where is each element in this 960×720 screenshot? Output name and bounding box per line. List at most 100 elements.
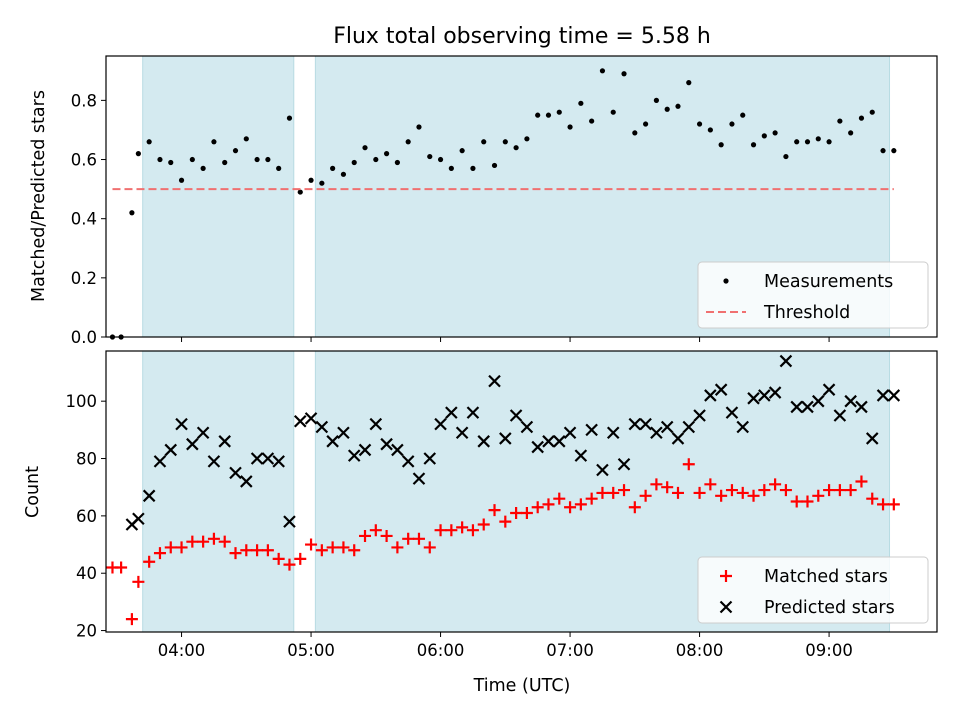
y-tick-label: 0.6 [71, 151, 97, 170]
measurement-point [373, 156, 379, 163]
legend-top: Measurements Threshold [697, 261, 929, 329]
predicted-star-point [639, 417, 652, 431]
legend-label: Threshold [763, 303, 850, 323]
predicted-star-point [218, 435, 231, 448]
matched-star-point [747, 489, 760, 502]
measurement-point [416, 124, 422, 130]
predicted-star-point [477, 435, 491, 448]
predicted-star-point [844, 394, 857, 408]
predicted-star-point [445, 406, 458, 419]
measurement-point [696, 121, 703, 127]
predicted-star-point [304, 412, 318, 425]
matched-star-point [564, 501, 577, 514]
measurement-point [330, 165, 336, 171]
predicted-star-point [186, 437, 199, 451]
predicted-star-point [617, 457, 631, 471]
predicted-star-point [768, 386, 782, 399]
predicted-star-point [434, 417, 447, 431]
measurement-point [383, 151, 390, 157]
measurement-point [362, 145, 368, 151]
predicted-star-point [175, 417, 188, 431]
predicted-star-point [132, 512, 145, 526]
matched-star-point [833, 484, 846, 497]
predicted-star-point [369, 417, 383, 431]
matched-star-point [456, 521, 469, 534]
predicted-star-point [542, 435, 555, 448]
legend-label: Predicted stars [764, 598, 895, 618]
predicted-star-point [725, 406, 739, 419]
measurement-point [405, 139, 411, 145]
predicted-star-point [391, 443, 404, 457]
x-tick-label: 05:00 [287, 641, 335, 660]
y-tick-label: 0.0 [71, 328, 97, 347]
predicted-star-point [229, 466, 242, 480]
matched-star-point [240, 544, 253, 557]
legend-box [697, 556, 929, 624]
matched-star-point [812, 489, 825, 502]
measurement-point [675, 103, 681, 109]
measurement-point [707, 127, 713, 133]
matched-star-point [434, 524, 447, 537]
predicted-star-point [779, 354, 793, 368]
predicted-star-point [758, 389, 771, 402]
x-tick-label: 06:00 [417, 641, 465, 660]
measurement-point [750, 142, 757, 148]
measurement-point [589, 118, 595, 124]
measurement-point [243, 136, 249, 142]
measurement-point [718, 142, 724, 148]
predicted-star-point [326, 435, 339, 448]
y-ticks-bottom: 20 40 60 80 100 [66, 392, 106, 641]
measurement-point [308, 177, 314, 183]
predicted-star-point [499, 432, 512, 445]
measurement-point [567, 124, 573, 130]
measurement-point [168, 159, 174, 166]
matched-star-point [618, 484, 631, 497]
predicted-star-point [833, 409, 847, 422]
measurement-point [869, 109, 875, 115]
predicted-star-point [812, 394, 825, 408]
legend-marker [719, 600, 733, 614]
predicted-star-point [358, 443, 372, 457]
matched-star-point [671, 486, 684, 499]
measurement-point [427, 153, 433, 160]
matched-star-point [531, 501, 544, 514]
predicted-star-point [671, 432, 685, 445]
matched-star-point [596, 486, 609, 499]
top-panel-ratio: 0.0 0.2 0.4 0.6 0.8 Measurements Threshold Ma… [29, 55, 938, 347]
measurement-point [643, 121, 649, 127]
predicted-star-point [315, 420, 329, 434]
measurement-point [157, 156, 163, 163]
measurement-point [621, 71, 627, 77]
measurement-point [297, 189, 303, 195]
measurement-point [265, 156, 271, 163]
measurement-point [556, 109, 562, 115]
measurement-point [740, 112, 746, 118]
predicted-star-point [585, 423, 598, 437]
figure-title: Flux total observing time = 5.58 h [333, 24, 711, 49]
measurement-point [254, 156, 260, 163]
measurement-point [599, 68, 606, 74]
matched-star-point [877, 498, 890, 511]
y-axis-label-bottom: Count [23, 466, 43, 518]
matched-star-point [553, 492, 566, 505]
predicted-star-point [261, 452, 275, 465]
matched-star-point [175, 541, 188, 554]
predicted-star-point [347, 449, 361, 462]
matched-star-point [736, 486, 749, 499]
measurement-point [437, 156, 444, 163]
matched-star-point [510, 507, 523, 520]
matched-star-point [272, 552, 285, 565]
matched-star-point [229, 547, 242, 560]
predicted-star-point [876, 389, 890, 402]
measurement-point [729, 121, 735, 127]
predicted-star-point [455, 426, 469, 439]
predicted-star-point [531, 440, 544, 454]
bottom-panel-counts: 04:00 05:00 06:00 07:00 08:00 09:00 20 40 60 80 1… [23, 350, 938, 696]
predicted-star-point [164, 443, 178, 457]
y-tick-label: 60 [76, 507, 97, 526]
measurement-point [513, 145, 519, 151]
y-tick-label: 0.4 [71, 210, 97, 229]
shaded-regions-top [142, 56, 891, 337]
measurement-point [222, 159, 228, 166]
y-tick-label: 80 [76, 450, 97, 469]
